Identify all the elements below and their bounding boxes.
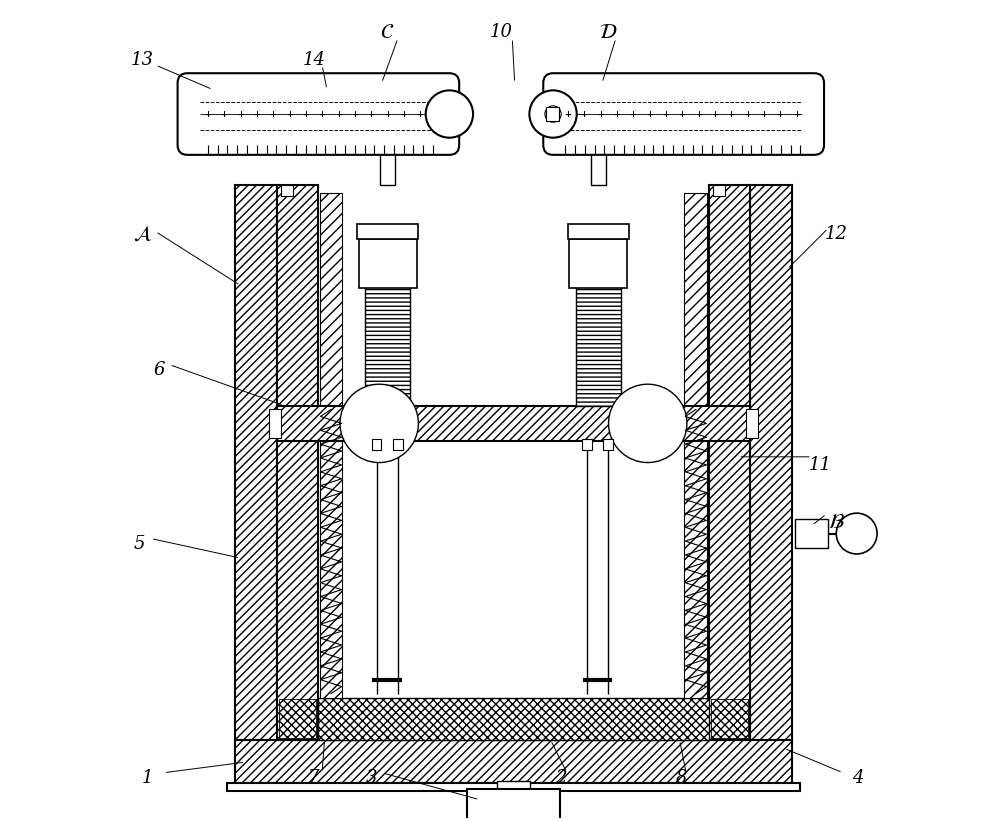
Bar — [380, 136, 395, 185]
Circle shape — [426, 90, 473, 138]
Circle shape — [529, 90, 577, 138]
Bar — [279, 699, 316, 739]
Text: +: + — [351, 110, 358, 119]
Text: +: + — [286, 110, 293, 119]
Bar — [582, 439, 592, 450]
Text: +: + — [319, 110, 326, 119]
Text: 7: 7 — [308, 769, 320, 787]
Text: 3: 3 — [365, 769, 377, 787]
Text: $\mathcal{A}$: $\mathcal{A}$ — [133, 224, 152, 244]
Text: +: + — [335, 110, 342, 119]
Text: +: + — [368, 110, 375, 119]
Text: 14: 14 — [302, 51, 325, 69]
Bar — [713, 185, 725, 197]
Text: +: + — [727, 110, 734, 119]
Bar — [795, 519, 828, 548]
Text: 2: 2 — [555, 769, 567, 787]
Text: +: + — [776, 110, 783, 119]
Text: +: + — [417, 110, 424, 119]
Bar — [365, 239, 410, 406]
Text: +: + — [253, 110, 260, 119]
Text: +: + — [613, 110, 620, 119]
Text: +: + — [695, 110, 702, 119]
FancyBboxPatch shape — [543, 73, 824, 155]
Bar — [684, 193, 707, 698]
Text: 12: 12 — [825, 225, 848, 243]
Bar — [281, 185, 293, 197]
Text: 5: 5 — [133, 535, 145, 553]
Text: 10: 10 — [490, 24, 513, 42]
Circle shape — [609, 384, 687, 463]
Bar — [709, 185, 750, 740]
Text: +: + — [760, 110, 767, 119]
Bar — [467, 789, 560, 819]
Text: +: + — [597, 110, 604, 119]
Text: 8: 8 — [675, 769, 687, 787]
Bar — [318, 698, 709, 740]
Bar — [235, 185, 277, 740]
Circle shape — [836, 514, 877, 554]
Text: +: + — [400, 110, 407, 119]
Text: +: + — [270, 110, 277, 119]
Bar — [497, 781, 530, 790]
Text: +: + — [581, 110, 588, 119]
Bar — [359, 239, 417, 288]
Text: +: + — [711, 110, 718, 119]
Text: +: + — [744, 110, 751, 119]
FancyBboxPatch shape — [178, 73, 459, 155]
Text: +: + — [237, 110, 244, 119]
Text: 11: 11 — [808, 456, 831, 474]
Bar — [746, 409, 758, 438]
Text: 4: 4 — [852, 769, 863, 787]
Text: 13: 13 — [131, 51, 154, 69]
Text: +: + — [564, 110, 571, 119]
Text: $\mathcal{C}$: $\mathcal{C}$ — [380, 22, 394, 43]
Bar — [603, 439, 613, 450]
Text: $\mathcal{B}$: $\mathcal{B}$ — [828, 512, 845, 532]
Text: +: + — [630, 110, 637, 119]
Text: +: + — [679, 110, 686, 119]
Bar — [591, 136, 606, 185]
Circle shape — [545, 106, 561, 122]
Bar — [569, 239, 627, 288]
Text: $\mathcal{D}$: $\mathcal{D}$ — [599, 22, 617, 43]
Bar — [750, 185, 792, 740]
Bar — [711, 699, 748, 739]
Bar — [320, 193, 342, 698]
Circle shape — [340, 384, 418, 463]
Text: +: + — [302, 110, 309, 119]
Bar — [357, 224, 418, 239]
Text: +: + — [793, 110, 800, 119]
Text: +: + — [662, 110, 669, 119]
Bar — [568, 224, 629, 239]
Text: +: + — [221, 110, 228, 119]
Bar — [576, 239, 621, 406]
Text: 6: 6 — [153, 361, 165, 379]
Bar — [393, 439, 403, 450]
Text: +: + — [646, 110, 653, 119]
Text: +: + — [204, 110, 211, 119]
Text: +: + — [384, 110, 391, 119]
Bar — [277, 185, 318, 740]
Bar — [546, 107, 559, 120]
Text: 1: 1 — [142, 769, 153, 787]
Bar — [227, 782, 800, 790]
Bar — [277, 406, 750, 441]
Bar — [235, 740, 792, 782]
Bar — [372, 439, 381, 450]
Bar — [269, 409, 281, 438]
